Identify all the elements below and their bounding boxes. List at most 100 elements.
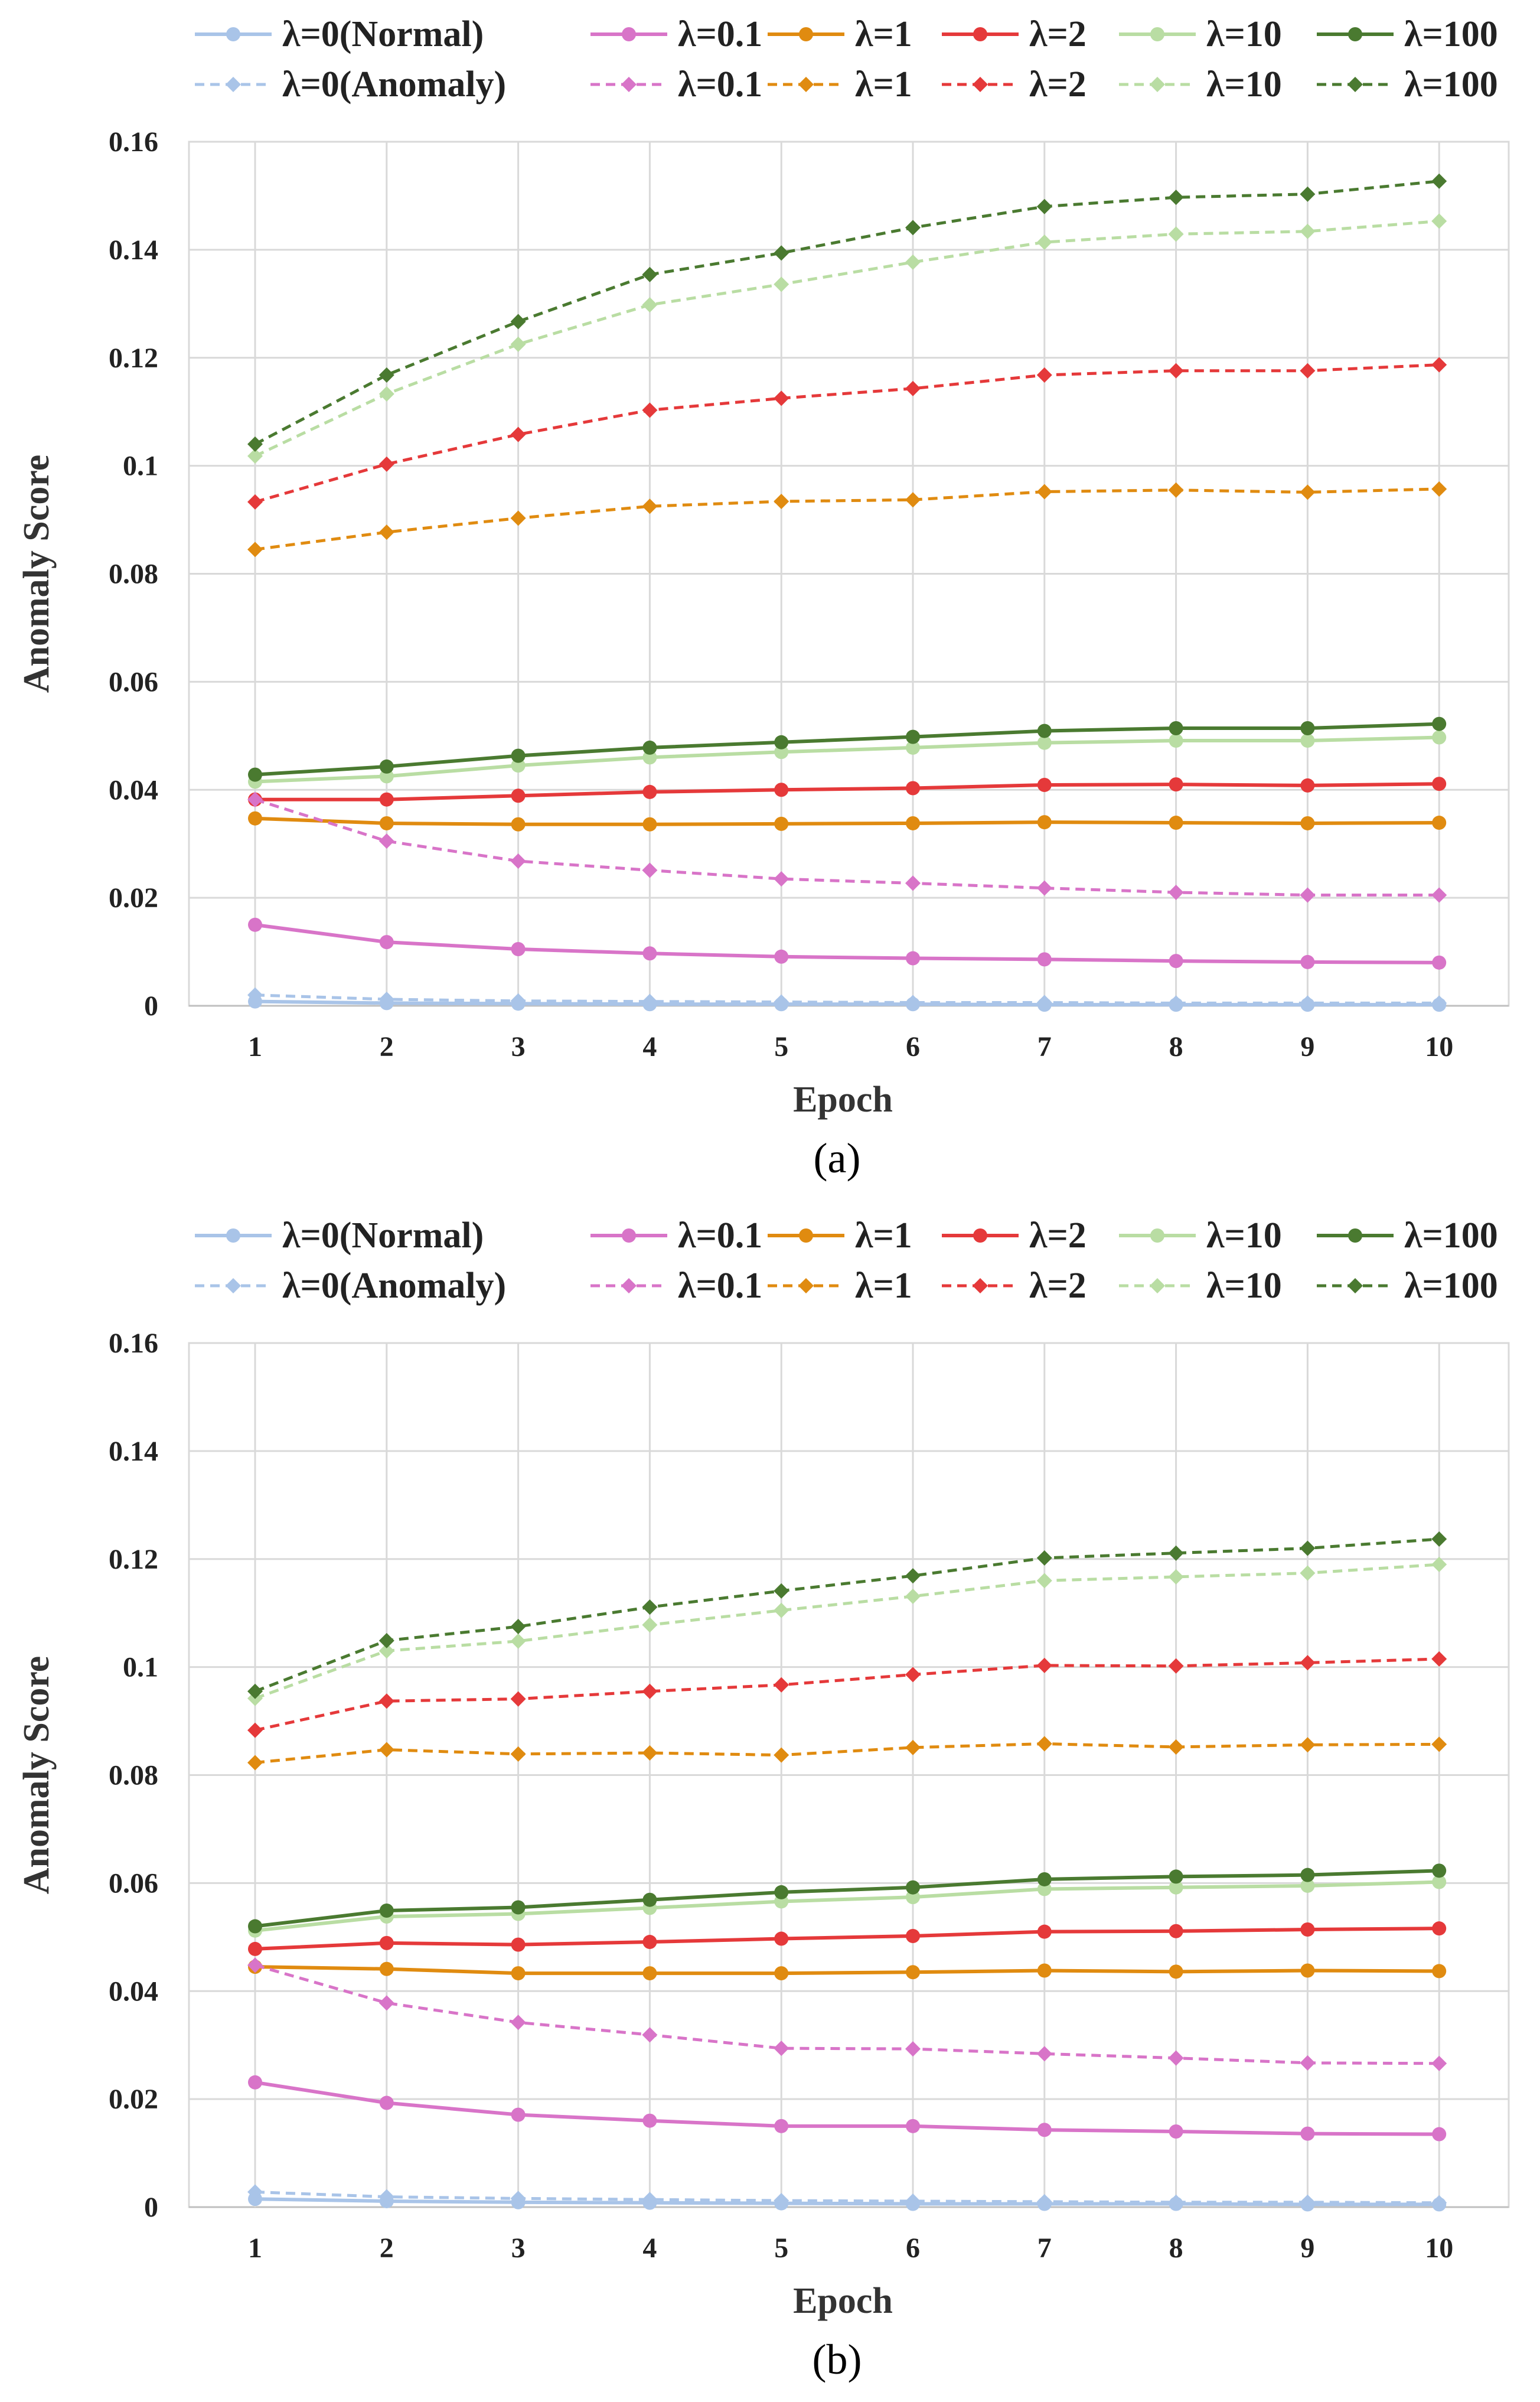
chart-b-legend-label-4: λ=10 <box>1206 1215 1282 1256</box>
chart-b-point-4-7 <box>1169 1880 1183 1895</box>
chart-a-legend-label-8: λ=1 <box>855 64 912 105</box>
chart-b-svg: 0 0.02 0.04 0.06 0.08 0.1 0.12 0.14 0.16 1 2 3 4 5 6 7 8… <box>17 1215 1510 2383</box>
chart-a-x-tick-label: 7 <box>1037 1031 1052 1063</box>
chart-b-point-6-0 <box>247 2184 263 2200</box>
chart-b-point-9-3 <box>642 1683 658 1699</box>
chart-a-x-tick-label: 1 <box>248 1031 262 1063</box>
chart-a-point-1-6 <box>1037 952 1052 967</box>
chart-b-point-5-5 <box>906 1880 920 1895</box>
chart-b-legend-label-11: λ=100 <box>1404 1266 1498 1306</box>
chart-b-x-tick-label: 10 <box>1425 2232 1453 2264</box>
chart-b-point-8-8 <box>1300 1737 1316 1753</box>
chart-b-point-9-1 <box>379 1693 394 1709</box>
chart-a-point-2-7 <box>1169 816 1183 830</box>
chart-a-legend-marker-3 <box>973 27 987 41</box>
chart-b-point-3-9 <box>1432 1921 1447 1936</box>
chart-a-series-line-4 <box>255 735 1440 784</box>
chart-a-y-tick-label: 0.12 <box>109 343 158 374</box>
chart-a-point-8-7 <box>1168 482 1184 498</box>
chart-a-point-6-0 <box>247 987 263 1003</box>
chart-b-point-2-1 <box>379 1961 394 1976</box>
chart-b-point-7-9 <box>1431 2055 1447 2071</box>
chart-a-point-6-3 <box>642 993 658 1009</box>
chart-a-point-6-2 <box>510 993 526 1009</box>
chart-a-point-11-3 <box>642 266 658 282</box>
chart-a-point-10-0 <box>247 448 263 464</box>
chart-a-y-tick-label: 0.02 <box>109 882 158 914</box>
chart-a-point-9-6 <box>1036 367 1052 383</box>
chart-a-series-line-9 <box>255 363 1440 504</box>
chart-a-point-7-6 <box>1036 880 1052 896</box>
chart-a-point-1-7 <box>1169 954 1183 969</box>
chart-b-point-5-7 <box>1169 1869 1183 1884</box>
chart-b-legend-marker-4 <box>1150 1228 1164 1243</box>
chart-b-legend-marker-5 <box>1348 1228 1362 1243</box>
chart-b-point-3-8 <box>1300 1922 1315 1937</box>
chart-b-x-tick-label: 9 <box>1300 2232 1314 2264</box>
chart-b-legend-marker-2 <box>799 1228 813 1243</box>
chart-b-x-axis-title: Epoch <box>793 2281 893 2321</box>
chart-b-point-11-1 <box>379 1632 394 1648</box>
chart-a-point-6-6 <box>1036 995 1052 1011</box>
chart-a-point-4-4 <box>774 745 789 760</box>
chart-a-point-1-9 <box>1432 955 1447 970</box>
chart-a-legend-label-3: λ=2 <box>1029 14 1087 54</box>
chart-b-legend-label-1: λ=0.1 <box>678 1215 762 1256</box>
chart-a-point-1-4 <box>774 949 789 964</box>
chart-b-x-tick-label: 8 <box>1169 2232 1183 2264</box>
chart-b-point-2-3 <box>642 1966 657 1981</box>
chart-b-point-8-5 <box>905 1739 921 1755</box>
chart-a-y-tick-label: 0.16 <box>109 126 158 158</box>
chart-a-series-line-0 <box>255 999 1440 1007</box>
chart-b-point-1-3 <box>642 2113 657 2128</box>
chart-b-point-7-6 <box>1036 2046 1052 2062</box>
chart-b-point-2-4 <box>774 1966 789 1981</box>
chart-a-point-1-2 <box>511 941 526 956</box>
chart-a-point-6-5 <box>905 995 921 1011</box>
chart-a-point-4-5 <box>906 740 920 755</box>
chart-b-y-tick-label: 0.16 <box>109 1328 158 1359</box>
chart-a-point-4-9 <box>1432 730 1447 745</box>
chart-b-y-tick-label: 0.14 <box>109 1436 158 1467</box>
chart-b-series-line-7 <box>255 1963 1440 2065</box>
chart-a-point-4-8 <box>1300 734 1315 748</box>
chart-a-point-2-0 <box>248 811 262 826</box>
chart-a-y-tick-label: 0.04 <box>109 774 158 806</box>
chart-b-series-line-9 <box>255 1657 1440 1732</box>
chart-a-legend-marker-2 <box>799 27 813 41</box>
chart-b-legend-marker-10 <box>1150 1278 1165 1293</box>
chart-a-legend-marker-0 <box>226 27 240 41</box>
chart-a-legend-marker-4 <box>1150 27 1164 41</box>
chart-b-point-9-5 <box>905 1667 921 1683</box>
chart-b-x-tick-label: 7 <box>1037 2232 1052 2264</box>
chart-a-y-tick-label: 0.1 <box>123 451 158 482</box>
chart-a-point-11-1 <box>379 367 394 383</box>
chart-b-point-7-1 <box>379 1995 394 2011</box>
chart-b-point-6-9 <box>1431 2195 1447 2211</box>
chart-a-legend-marker-11 <box>1348 77 1363 92</box>
chart-a-point-4-2 <box>511 758 526 773</box>
chart-a-point-10-7 <box>1168 226 1184 242</box>
chart-a-y-tick-label: 0.08 <box>109 559 158 590</box>
chart-b-series-line-4 <box>255 1880 1440 1932</box>
chart-b-point-11-5 <box>905 1568 921 1584</box>
chart-a-point-6-4 <box>774 994 789 1010</box>
chart-a-point-2-9 <box>1432 816 1447 830</box>
chart-b-point-8-2 <box>510 1746 526 1762</box>
chart-b-point-10-1 <box>379 1643 394 1659</box>
chart-b-point-2-8 <box>1300 1963 1315 1978</box>
chart-b-point-6-6 <box>1036 2194 1052 2209</box>
chart-panel-a: 0 0.02 0.04 0.06 0.08 0.1 0.12 0.14 0.16 1 2 3 4 5 6 7 8… <box>0 0 1540 1199</box>
chart-b-series-line-11 <box>255 1537 1440 1693</box>
chart-a-point-8-4 <box>774 493 789 509</box>
chart-b-point-11-2 <box>510 1619 526 1635</box>
chart-a-point-10-6 <box>1036 234 1052 250</box>
chart-b-point-9-6 <box>1036 1657 1052 1673</box>
chart-panel-b: 0 0.02 0.04 0.06 0.08 0.1 0.12 0.14 0.16 1 2 3 4 5 6 7 8… <box>0 1201 1540 2400</box>
chart-b-series-line-3 <box>255 1927 1440 1951</box>
chart-a-point-5-6 <box>1037 723 1052 738</box>
chart-b-point-6-1 <box>379 2189 394 2205</box>
chart-a-x-axis-title: Epoch <box>793 1080 893 1120</box>
chart-b-point-5-4 <box>774 1885 789 1899</box>
chart-b-legend-label-8: λ=1 <box>855 1266 912 1306</box>
